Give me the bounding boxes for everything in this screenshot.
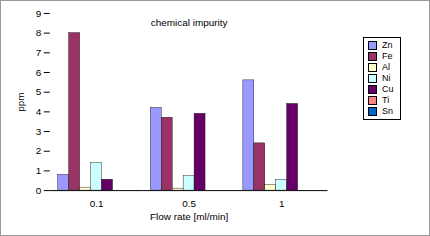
html-text:Sn: Sn (382, 106, 393, 116)
svg-text:8: 8 (36, 27, 42, 38)
svg-text:9: 9 (36, 8, 42, 19)
svg-text:6: 6 (36, 67, 42, 78)
html-text:Ti: Ti (382, 95, 390, 105)
svg-text:4: 4 (36, 106, 42, 117)
html-text:Cu: Cu (382, 84, 394, 94)
svg-text:1: 1 (279, 198, 285, 209)
html-text:Ni: Ni (382, 73, 391, 83)
svg-text:1: 1 (36, 165, 42, 176)
svg-text:3: 3 (36, 126, 42, 137)
svg-text:ppm: ppm (15, 92, 26, 111)
html-text:Fe: Fe (382, 51, 393, 61)
svg-text:chemical impurity: chemical impurity (151, 17, 228, 28)
svg-text:0: 0 (36, 185, 42, 196)
svg-text:7: 7 (36, 47, 42, 58)
svg-text:0.1: 0.1 (90, 198, 104, 209)
html-text:Zn: Zn (382, 40, 393, 50)
svg-text:2: 2 (36, 145, 42, 156)
svg-text:Flow rate [ml/min]: Flow rate [ml/min] (150, 211, 229, 222)
html-text:Al: Al (382, 62, 390, 72)
svg-text:5: 5 (36, 86, 42, 97)
svg-text:0.5: 0.5 (182, 198, 196, 209)
